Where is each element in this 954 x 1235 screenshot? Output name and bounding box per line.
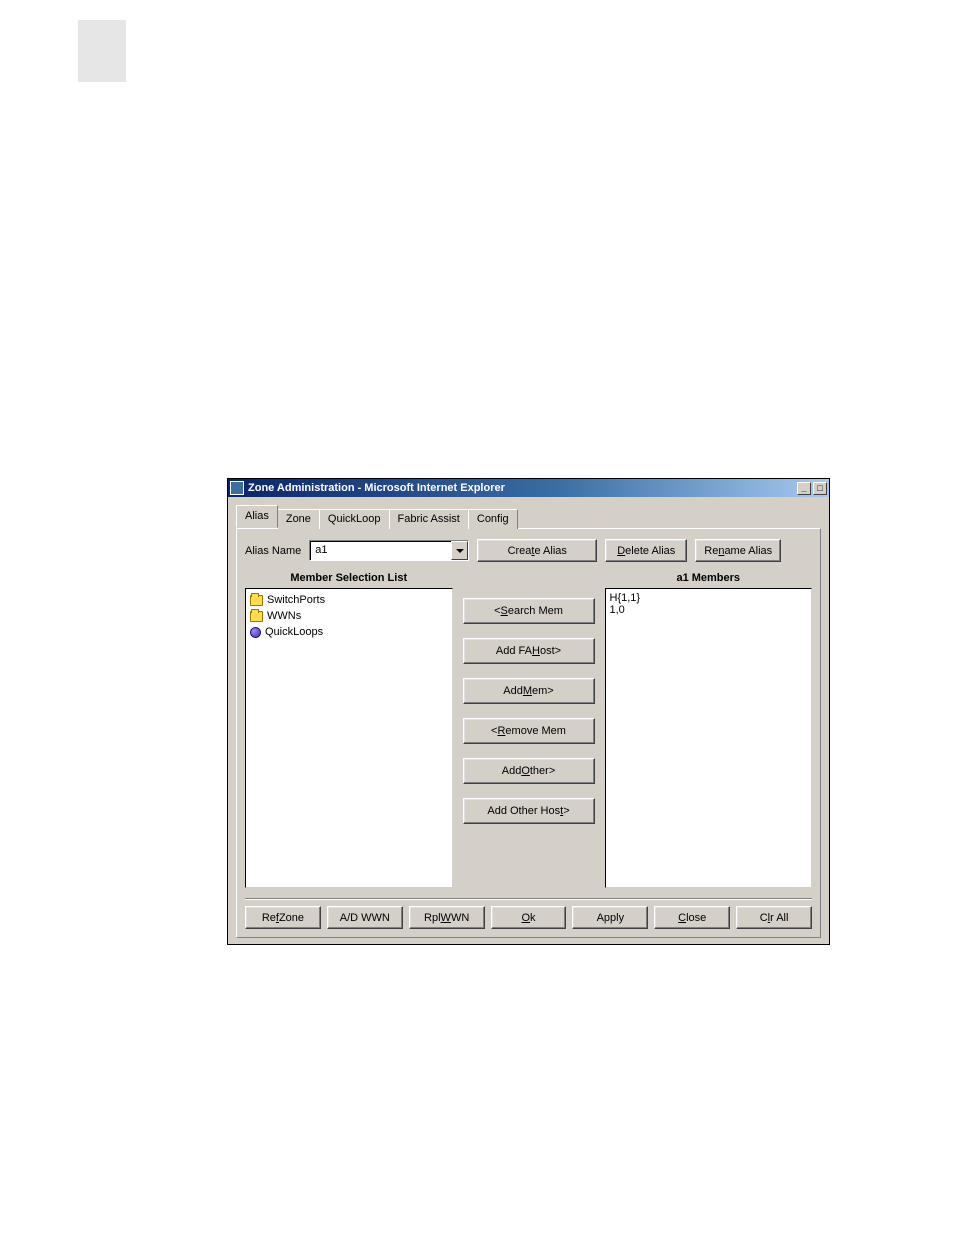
tree-item-quickloops[interactable]: QuickLoops — [250, 624, 448, 640]
members-column: a1 Members H{1,1} 1,0 — [605, 572, 813, 888]
minimize-button[interactable]: _ — [797, 482, 811, 495]
tree-label: QuickLoops — [265, 626, 323, 638]
alias-tab-panel: Alias Name a1 Create Alias Delete Alias … — [236, 528, 821, 938]
close-button[interactable]: Close — [654, 906, 730, 929]
rename-alias-button[interactable]: Rename Alias — [695, 539, 781, 562]
client-area: Alias Zone QuickLoop Fabric Assist Confi… — [228, 497, 829, 944]
tree-label: SwitchPorts — [267, 594, 325, 606]
search-mem-button[interactable]: <Search Mem — [463, 598, 595, 624]
add-other-button[interactable]: Add Other> — [463, 758, 595, 784]
member-selection-list[interactable]: SwitchPorts WWNs QuickLoops — [245, 588, 453, 888]
ie-icon — [230, 481, 244, 495]
dropdown-button[interactable] — [451, 541, 468, 560]
alias-name-row: Alias Name a1 Create Alias Delete Alias … — [245, 539, 812, 562]
clr-all-button[interactable]: Clr All — [736, 906, 812, 929]
window-title: Zone Administration - Microsoft Internet… — [248, 482, 795, 494]
alias-name-label: Alias Name — [245, 545, 301, 557]
member-selection-title: Member Selection List — [245, 572, 453, 584]
tab-zone[interactable]: Zone — [277, 509, 320, 529]
rpl-wwn-button[interactable]: Rpl WWN — [409, 906, 485, 929]
zone-admin-window: Zone Administration - Microsoft Internet… — [227, 478, 830, 945]
member-selection-column: Member Selection List SwitchPorts WWNs — [245, 572, 453, 888]
folder-icon — [250, 611, 263, 622]
add-other-host-button[interactable]: Add Other Host> — [463, 798, 595, 824]
tabstrip: Alias Zone QuickLoop Fabric Assist Confi… — [236, 505, 821, 528]
tree-label: WWNs — [267, 610, 301, 622]
alias-name-value: a1 — [310, 541, 451, 560]
tab-fabric-assist[interactable]: Fabric Assist — [389, 509, 469, 529]
separator — [245, 898, 812, 900]
add-fa-host-button[interactable]: Add FA Host> — [463, 638, 595, 664]
add-mem-button[interactable]: Add Mem> — [463, 678, 595, 704]
transfer-buttons-column: <Search Mem Add FA Host> Add Mem> <Remov… — [463, 572, 595, 888]
create-alias-button[interactable]: Create Alias — [477, 539, 597, 562]
ok-button[interactable]: Ok — [491, 906, 567, 929]
tab-quickloop[interactable]: QuickLoop — [319, 509, 390, 529]
folder-icon — [250, 595, 263, 606]
member-item[interactable]: H{1,1} — [610, 592, 808, 604]
titlebar[interactable]: Zone Administration - Microsoft Internet… — [228, 479, 829, 497]
tree-item-switchports[interactable]: SwitchPorts — [250, 592, 448, 608]
member-item[interactable]: 1,0 — [610, 604, 808, 616]
apply-button[interactable]: Apply — [572, 906, 648, 929]
bottom-button-row: Ref Zone A/D WWN Rpl WWN Ok Apply Close … — [245, 906, 812, 929]
alias-name-dropdown[interactable]: a1 — [309, 540, 469, 561]
tree-item-wwns[interactable]: WWNs — [250, 608, 448, 624]
members-title: a1 Members — [605, 572, 813, 584]
middle-region: Member Selection List SwitchPorts WWNs — [245, 572, 812, 888]
tab-config[interactable]: Config — [468, 509, 518, 529]
page-margin-block — [78, 20, 126, 82]
maximize-button[interactable]: □ — [813, 482, 827, 495]
members-list[interactable]: H{1,1} 1,0 — [605, 588, 813, 888]
remove-mem-button[interactable]: <Remove Mem — [463, 718, 595, 744]
tab-alias[interactable]: Alias — [236, 505, 278, 528]
chevron-down-icon — [456, 549, 464, 553]
ad-wwn-button[interactable]: A/D WWN — [327, 906, 403, 929]
node-icon — [250, 627, 261, 638]
ref-zone-button[interactable]: Ref Zone — [245, 906, 321, 929]
delete-alias-button[interactable]: Delete Alias — [605, 539, 687, 562]
